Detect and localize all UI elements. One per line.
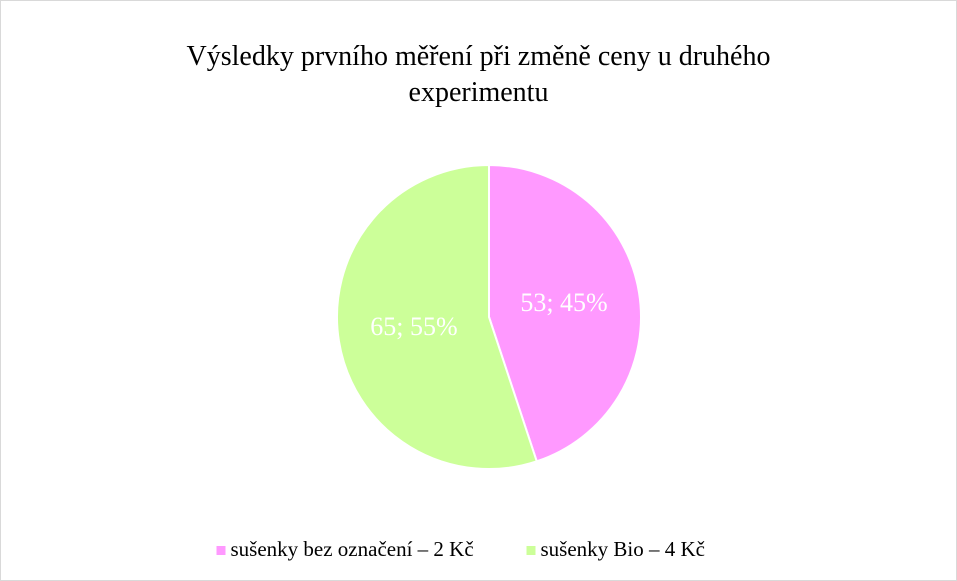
- data-label: 53; 45%: [520, 288, 607, 317]
- legend-swatch: [526, 546, 536, 555]
- data-label: 65; 55%: [370, 312, 457, 341]
- pie-slice: [488, 163, 642, 463]
- pie-slice: [336, 163, 539, 470]
- legend-swatch: [216, 546, 226, 555]
- legend-label: sušenky bez označení – 2 Kč: [231, 537, 474, 561]
- chart-title: Výsledky prvního měření při změně ceny u…: [186, 41, 771, 108]
- legend-label: sušenky Bio – 4 Kč: [541, 537, 706, 561]
